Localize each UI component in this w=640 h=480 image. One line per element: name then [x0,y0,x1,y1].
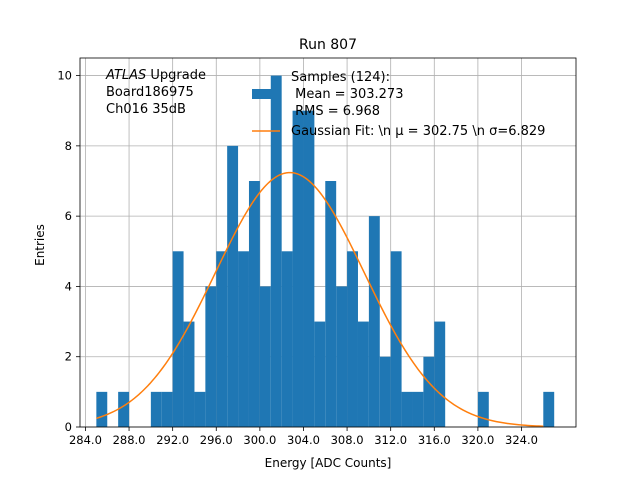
histogram-bar [477,391,489,427]
annotation-text: Board186975 [106,85,194,100]
y-tick-label: 2 [65,350,72,364]
histogram-bar [270,75,282,428]
histogram-bar [412,391,424,427]
y-tick-label: 8 [65,139,72,153]
histogram-bar [347,251,358,427]
annotation-text: Ch016 35dB [106,102,186,117]
histogram-bar [379,356,391,427]
x-tick-label: 308.0 [331,433,364,447]
annotation-line: ATLAS Upgrade [105,68,206,83]
y-tick-label: 10 [57,69,72,83]
histogram-bar [96,391,108,427]
histogram-bar [357,321,369,427]
histogram-bar [238,251,249,427]
x-tick-label: 312.0 [374,433,407,447]
histogram-bars [96,75,555,428]
fit-curve-layer [96,171,544,427]
histogram-bar [161,391,173,427]
atlas-annotation: ATLAS Upgrade Board186975 Ch016 35dB [105,68,206,117]
histogram-bar [194,391,206,427]
histogram-bar [303,110,315,427]
annotation-line: Board186975 [106,85,194,100]
histogram-bar [227,145,239,427]
y-tick-label: 6 [65,209,72,223]
histogram-bar [118,391,130,427]
legend-label-line: Samples (124): [291,70,390,85]
x-tick-label: 288.0 [113,433,146,447]
plot-frame [79,57,577,428]
histogram-bar [248,181,260,427]
x-tick-label: 320.0 [461,433,494,447]
legend-label-histogram: Samples (124): Mean = 303.273 RMS = 6.96… [291,70,403,119]
histogram-bar [281,251,293,427]
histogram-bar [205,286,217,427]
histogram-bar [368,216,380,427]
y-tick-label: 0 [65,420,72,434]
y-tick-label: 4 [65,279,72,293]
histogram-bar [423,356,435,427]
x-tick-label: 284.0 [69,433,102,447]
x-tick-label: 324.0 [505,433,538,447]
chart-title: Run 807 [299,37,357,53]
annotation-text: Upgrade [146,68,206,83]
legend: Samples (124): Mean = 303.273 RMS = 6.96… [252,70,545,139]
histogram-bar [259,286,271,427]
histogram-bar [314,321,326,427]
histogram-bar [292,110,304,427]
histogram-bar [325,181,337,427]
y-axis-ticks: 0 2 4 6 8 10 [57,69,80,434]
histogram-bar [543,391,555,427]
x-tick-label: 296.0 [200,433,233,447]
x-tick-label: 292.0 [156,433,189,447]
histogram-bar [390,251,402,427]
x-axis-label: Energy [ADC Counts] [265,456,392,470]
annotation-italic-text: ATLAS [105,68,146,83]
histogram-bar [336,286,348,427]
legend-label-line: Mean = 303.273 [291,87,403,102]
histogram-bar [401,391,413,427]
legend-swatch-histogram [252,89,280,99]
legend-label-fit: Gaussian Fit: \n μ = 302.75 \n σ=6.829 [291,124,545,139]
histogram-bar [434,321,446,427]
histogram-bar [183,321,195,427]
annotation-line: Ch016 35dB [106,102,186,117]
x-axis-ticks: 284.0 288.0 292.0 296.0 300.0 304.0 308.0 312.0… [69,427,538,447]
legend-label-line: RMS = 6.968 [291,104,380,119]
x-tick-label: 300.0 [243,433,276,447]
histogram-bar [216,251,228,427]
histogram-bar [172,251,184,427]
x-tick-label: 316.0 [418,433,451,447]
histogram-bar [150,391,162,427]
x-tick-label: 304.0 [287,433,320,447]
gaussian-fit-curve [96,171,544,427]
y-axis-label: Entries [33,224,47,266]
